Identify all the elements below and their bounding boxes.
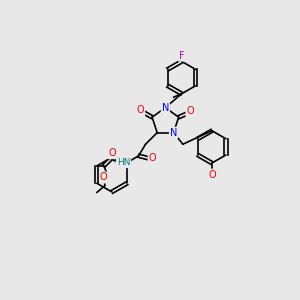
Text: N: N bbox=[170, 128, 177, 138]
Text: O: O bbox=[137, 105, 144, 115]
Text: O: O bbox=[187, 106, 194, 116]
Text: O: O bbox=[149, 153, 156, 163]
Text: O: O bbox=[100, 172, 108, 182]
Text: N: N bbox=[162, 103, 169, 112]
Text: O: O bbox=[208, 169, 216, 180]
Text: O: O bbox=[108, 148, 116, 158]
Text: HN: HN bbox=[117, 158, 130, 167]
Text: F: F bbox=[179, 51, 184, 61]
